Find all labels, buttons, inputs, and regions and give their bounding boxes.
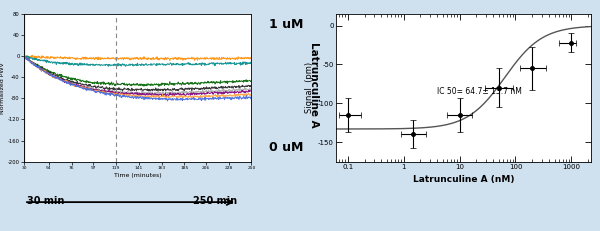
- Text: Latrunculine A: Latrunculine A: [308, 42, 319, 128]
- Text: IC 50= 64.7± 13.7 nM: IC 50= 64.7± 13.7 nM: [437, 87, 522, 96]
- Text: 250 min: 250 min: [193, 196, 237, 206]
- X-axis label: Time (minutes): Time (minutes): [114, 173, 161, 178]
- Y-axis label: Normalized PWV: Normalized PWV: [0, 62, 5, 114]
- Text: 30 min: 30 min: [27, 196, 64, 206]
- Text: 0 uM: 0 uM: [269, 141, 303, 154]
- X-axis label: Latrunculine A (nM): Latrunculine A (nM): [413, 175, 514, 184]
- Y-axis label: Signal  (pm): Signal (pm): [305, 62, 314, 113]
- Text: 1 uM: 1 uM: [269, 18, 303, 31]
